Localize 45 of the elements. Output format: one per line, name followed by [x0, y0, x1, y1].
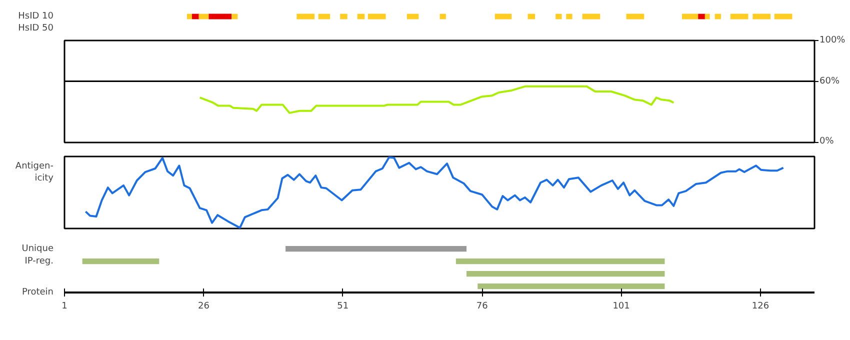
bar — [440, 14, 446, 20]
bar — [318, 14, 330, 20]
x-tick-label: 76 — [476, 302, 488, 312]
x-tick-label: 101 — [612, 302, 630, 312]
bar — [556, 14, 562, 20]
bar — [698, 14, 706, 20]
bar — [357, 14, 365, 20]
bar — [296, 14, 314, 20]
text: Protein — [22, 288, 54, 298]
bar — [704, 14, 710, 20]
y-tick-label: IP-reg. — [24, 256, 54, 266]
bar — [752, 14, 771, 20]
bar — [368, 14, 386, 20]
x-tick-label: 51 — [337, 302, 349, 312]
line-series — [198, 85, 675, 114]
bar — [466, 270, 665, 277]
bar — [494, 14, 512, 20]
x-tick-label: 126 — [752, 302, 770, 312]
bar — [82, 258, 160, 264]
bar — [682, 14, 698, 20]
bar — [340, 14, 348, 20]
bar — [582, 14, 600, 20]
bar — [528, 14, 535, 20]
bar — [456, 258, 665, 264]
bar — [208, 14, 232, 20]
bar — [626, 14, 644, 20]
y-tick-label: 0% — [820, 136, 834, 146]
x-tick-label: 26 — [198, 302, 210, 312]
bar — [186, 14, 192, 20]
bar — [406, 14, 419, 20]
bar — [774, 14, 792, 20]
bar — [198, 14, 209, 20]
bar — [232, 14, 238, 20]
y-tick-label: 100% — [820, 36, 846, 46]
x-tick-label: 1 — [62, 302, 68, 312]
bar — [566, 14, 572, 20]
y-axis-title: Antigen- icity — [15, 161, 54, 184]
bar — [478, 283, 665, 290]
y-tick-label: HsID 50 — [18, 24, 54, 34]
y-tick-label: HsID 10 — [18, 12, 54, 22]
y-tick-label: Unique — [22, 244, 54, 254]
bar — [730, 14, 748, 20]
y-tick-label: 60% — [820, 76, 840, 86]
bar — [714, 14, 721, 20]
bar — [286, 246, 467, 252]
